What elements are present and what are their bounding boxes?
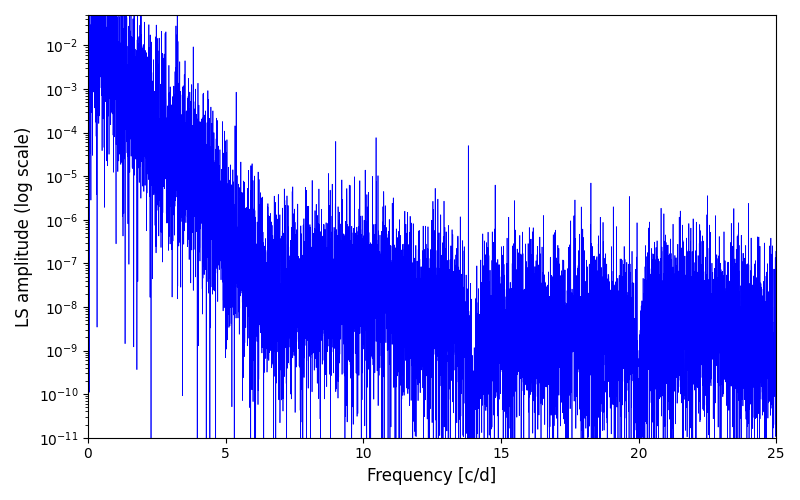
Y-axis label: LS amplitude (log scale): LS amplitude (log scale)	[15, 126, 33, 326]
X-axis label: Frequency [c/d]: Frequency [c/d]	[367, 467, 497, 485]
